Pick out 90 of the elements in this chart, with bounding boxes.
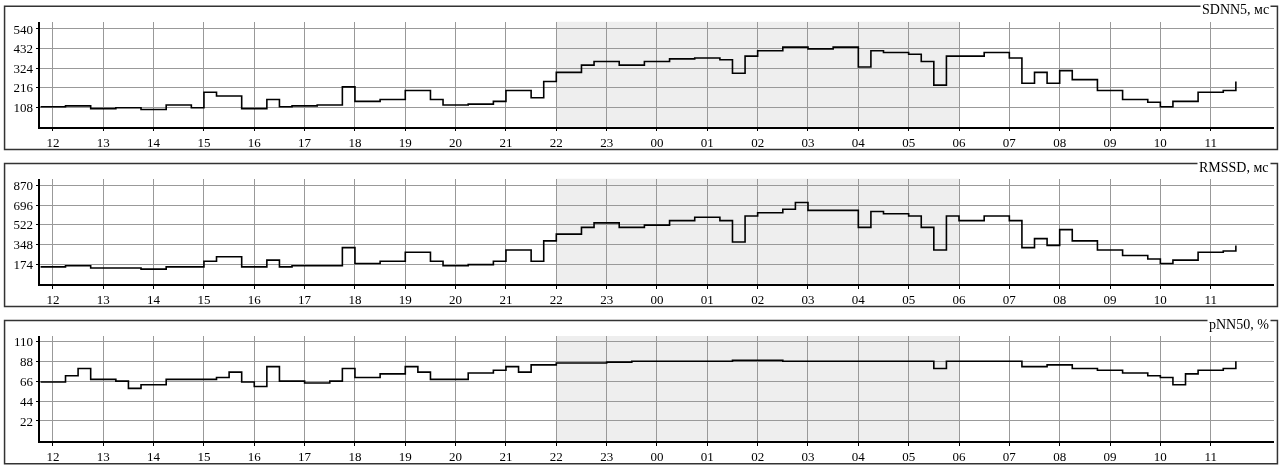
- y-tick-label: 44: [19, 393, 34, 409]
- x-tick-label: 09: [1103, 449, 1117, 465]
- y-tick-label: 348: [13, 237, 33, 253]
- chart-title: SDNN5, мс: [1202, 2, 1270, 17]
- x-tick-label: 05: [902, 292, 916, 308]
- x-tick-label: 02: [751, 292, 765, 308]
- x-tick-label: 21: [499, 135, 513, 151]
- y-tick-label: 110: [13, 333, 33, 349]
- y-tick-label: 216: [13, 80, 34, 96]
- x-tick-label: 02: [751, 449, 765, 465]
- x-tick-label: 19: [398, 292, 412, 308]
- x-tick-label: 22: [549, 292, 563, 308]
- x-tick-label: 19: [398, 449, 412, 465]
- x-tick-label: 15: [197, 135, 211, 151]
- x-tick-label: 12: [46, 292, 60, 308]
- x-tick-label: 17: [298, 135, 312, 151]
- x-tick-label: 09: [1103, 135, 1117, 151]
- x-tick-label: 07: [1002, 135, 1017, 151]
- x-tick-label: 05: [902, 135, 916, 151]
- x-tick-label: 10: [1153, 449, 1167, 465]
- x-tick-label: 22: [549, 135, 563, 151]
- y-tick-label: 540: [13, 21, 33, 37]
- x-tick-label: 14: [147, 449, 161, 465]
- x-tick-label: 20: [449, 135, 463, 151]
- x-tick-label: 16: [247, 292, 262, 308]
- chart-title: RMSSD, мс: [1199, 160, 1269, 175]
- x-tick-label: 20: [449, 449, 463, 465]
- x-tick-label: 10: [1153, 292, 1167, 308]
- x-tick-label: 16: [247, 449, 262, 465]
- x-tick-label: 12: [46, 449, 60, 465]
- x-tick-label: 14: [147, 135, 161, 151]
- x-tick-label: 08: [1053, 135, 1067, 151]
- x-tick-label: 00: [650, 135, 664, 151]
- x-tick-label: 01: [700, 449, 714, 465]
- x-tick-label: 05: [902, 449, 916, 465]
- x-tick-label: 06: [952, 449, 966, 465]
- x-tick-label: 21: [499, 292, 513, 308]
- x-tick-label: 17: [298, 449, 312, 465]
- y-tick-label: 870: [13, 178, 33, 194]
- x-tick-label: 21: [499, 449, 513, 465]
- chart-title: pNN50, %: [1209, 317, 1270, 332]
- x-tick-label: 08: [1053, 292, 1067, 308]
- x-tick-label: 23: [600, 135, 614, 151]
- x-tick-label: 01: [700, 135, 714, 151]
- x-tick-label: 20: [449, 292, 463, 308]
- y-tick-label: 324: [13, 60, 34, 76]
- x-tick-label: 09: [1103, 292, 1117, 308]
- x-tick-label: 18: [348, 135, 362, 151]
- x-tick-label: 12: [46, 135, 60, 151]
- x-tick-label: 14: [147, 292, 161, 308]
- x-tick-label: 15: [197, 292, 211, 308]
- x-tick-label: 15: [197, 449, 211, 465]
- x-tick-label: 04: [851, 292, 866, 308]
- x-tick-label: 03: [801, 135, 815, 151]
- y-tick-label: 108: [13, 99, 33, 115]
- y-tick-label: 66: [19, 373, 34, 389]
- x-tick-label: 19: [398, 135, 412, 151]
- x-tick-label: 13: [96, 135, 110, 151]
- x-tick-label: 22: [549, 449, 563, 465]
- x-tick-label: 06: [952, 135, 966, 151]
- x-tick-label: 02: [751, 135, 765, 151]
- x-tick-label: 23: [600, 292, 614, 308]
- y-tick-label: 522: [13, 217, 33, 233]
- x-tick-label: 11: [1204, 449, 1217, 465]
- y-tick-label: 88: [19, 353, 33, 369]
- x-tick-label: 03: [801, 449, 815, 465]
- x-tick-label: 18: [348, 449, 362, 465]
- x-tick-label: 07: [1002, 449, 1017, 465]
- x-tick-label: 13: [96, 449, 110, 465]
- x-tick-label: 06: [952, 292, 966, 308]
- x-tick-label: 03: [801, 292, 815, 308]
- x-tick-label: 11: [1204, 292, 1217, 308]
- x-tick-label: 11: [1204, 135, 1217, 151]
- x-tick-label: 00: [650, 292, 664, 308]
- x-tick-label: 01: [700, 292, 714, 308]
- x-tick-label: 00: [650, 449, 664, 465]
- x-tick-label: 13: [96, 292, 110, 308]
- x-tick-label: 16: [247, 135, 262, 151]
- x-tick-label: 04: [851, 135, 866, 151]
- x-tick-label: 18: [348, 292, 362, 308]
- x-tick-label: 04: [851, 449, 866, 465]
- x-tick-label: 23: [600, 449, 614, 465]
- y-tick-label: 22: [19, 413, 33, 429]
- x-tick-label: 07: [1002, 292, 1017, 308]
- x-tick-label: 08: [1053, 449, 1067, 465]
- y-tick-label: 432: [13, 41, 33, 57]
- y-tick-label: 174: [13, 256, 34, 272]
- x-tick-label: 10: [1153, 135, 1167, 151]
- y-tick-label: 696: [13, 197, 34, 213]
- x-tick-label: 17: [298, 292, 312, 308]
